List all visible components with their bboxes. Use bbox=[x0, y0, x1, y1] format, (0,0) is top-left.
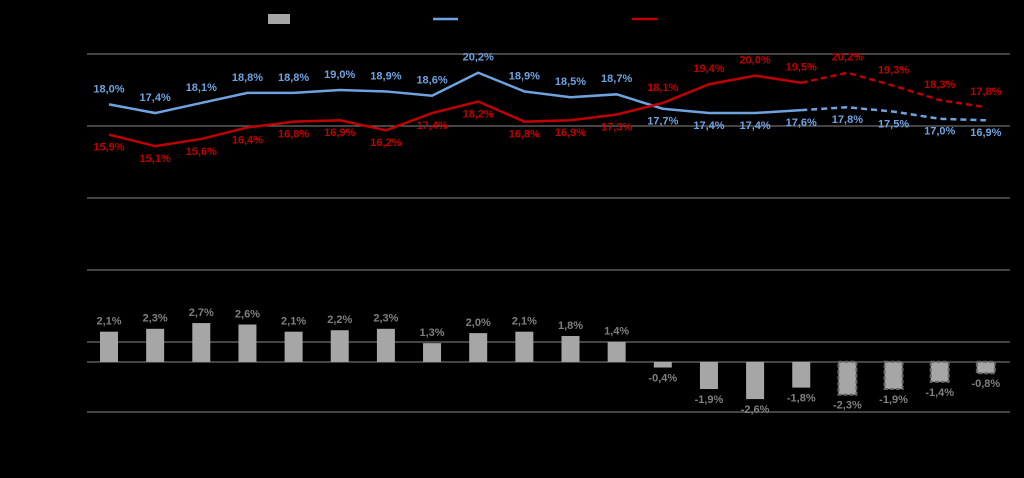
line bbox=[108, 74, 802, 148]
data-label: 17,8% bbox=[970, 86, 1001, 98]
data-label: 1,3% bbox=[420, 327, 445, 339]
bar bbox=[746, 361, 765, 400]
data-label: 2,1% bbox=[281, 316, 306, 328]
bar bbox=[515, 331, 534, 362]
data-label: 16,9% bbox=[555, 127, 586, 139]
data-label: 15,9% bbox=[93, 142, 124, 154]
bar bbox=[837, 360, 858, 396]
data-label: 2,3% bbox=[143, 313, 168, 325]
data-label: 17,5% bbox=[878, 119, 909, 131]
data-label: 2,1% bbox=[512, 316, 537, 328]
data-label: 18,0% bbox=[93, 83, 124, 95]
data-label: 18,1% bbox=[647, 82, 678, 94]
data-label: 17,0% bbox=[924, 126, 955, 138]
data-label: -2,3% bbox=[833, 400, 862, 412]
bar bbox=[699, 361, 718, 390]
data-label: 2,2% bbox=[327, 314, 352, 326]
bar bbox=[192, 323, 211, 362]
bar bbox=[561, 335, 580, 362]
forecast-line bbox=[800, 71, 987, 109]
data-label: 16,4% bbox=[232, 134, 263, 146]
data-label: 18,3% bbox=[924, 79, 955, 91]
data-label: 2,1% bbox=[96, 316, 121, 328]
data-label: -1,4% bbox=[925, 387, 954, 399]
forecast-line bbox=[801, 106, 986, 122]
data-label: 17,4% bbox=[693, 120, 724, 132]
data-label: 18,5% bbox=[555, 76, 586, 88]
bar bbox=[146, 328, 165, 362]
data-label: -0,4% bbox=[648, 372, 677, 384]
data-label: 19,3% bbox=[878, 65, 909, 77]
bar bbox=[423, 343, 442, 362]
bar bbox=[792, 361, 811, 388]
data-label: 17,4% bbox=[416, 120, 447, 132]
data-label: 17,3% bbox=[601, 121, 632, 133]
bar bbox=[883, 360, 904, 391]
data-label: 19,4% bbox=[693, 63, 724, 75]
bar bbox=[238, 324, 257, 362]
data-label: 16,9% bbox=[970, 127, 1001, 139]
data-label: 16,2% bbox=[370, 137, 401, 149]
bar bbox=[100, 331, 118, 362]
data-label: 16,8% bbox=[278, 129, 309, 141]
data-label: -0,8% bbox=[971, 378, 1000, 390]
data-label: 1,4% bbox=[604, 326, 629, 338]
bar bbox=[469, 333, 488, 362]
data-label: 2,0% bbox=[466, 317, 491, 329]
data-label: 2,3% bbox=[373, 313, 398, 325]
data-label: 16,9% bbox=[324, 127, 355, 139]
data-label: 17,8% bbox=[832, 114, 863, 126]
data-label: 18,6% bbox=[416, 75, 447, 87]
data-label: 18,2% bbox=[463, 108, 494, 120]
bar bbox=[975, 360, 996, 375]
data-label: 18,7% bbox=[601, 73, 632, 85]
bar bbox=[653, 361, 672, 368]
data-label: 19,0% bbox=[324, 69, 355, 81]
legend-swatch bbox=[268, 14, 290, 24]
data-label: 18,1% bbox=[186, 82, 217, 94]
data-label: 16,8% bbox=[509, 129, 540, 141]
data-label: 17,6% bbox=[786, 117, 817, 129]
bar bbox=[284, 331, 303, 362]
data-label: 18,9% bbox=[370, 70, 401, 82]
data-label: 17,4% bbox=[739, 120, 770, 132]
bar bbox=[330, 330, 349, 362]
data-label: 1,8% bbox=[558, 320, 583, 332]
bar bbox=[607, 341, 626, 362]
data-label: 19,5% bbox=[786, 62, 817, 74]
bar bbox=[929, 360, 950, 383]
data-label: 20,2% bbox=[463, 52, 494, 64]
data-label: 18,8% bbox=[278, 72, 309, 84]
data-label: 2,6% bbox=[235, 308, 260, 320]
data-label: 15,6% bbox=[186, 146, 217, 158]
line bbox=[108, 71, 802, 115]
bar bbox=[376, 328, 395, 362]
data-label: -1,9% bbox=[879, 394, 908, 406]
data-label: 2,7% bbox=[189, 307, 214, 319]
data-label: 20,0% bbox=[739, 55, 770, 67]
data-label: -2,6% bbox=[741, 404, 770, 416]
data-label: 17,7% bbox=[647, 116, 678, 128]
data-label: -1,9% bbox=[695, 394, 724, 406]
data-label: 17,4% bbox=[140, 92, 171, 104]
data-label: -1,8% bbox=[787, 393, 816, 405]
data-label: 15,1% bbox=[140, 153, 171, 165]
data-label: 20,2% bbox=[832, 52, 863, 64]
data-label: 18,9% bbox=[509, 70, 540, 82]
data-label: 18,8% bbox=[232, 72, 263, 84]
